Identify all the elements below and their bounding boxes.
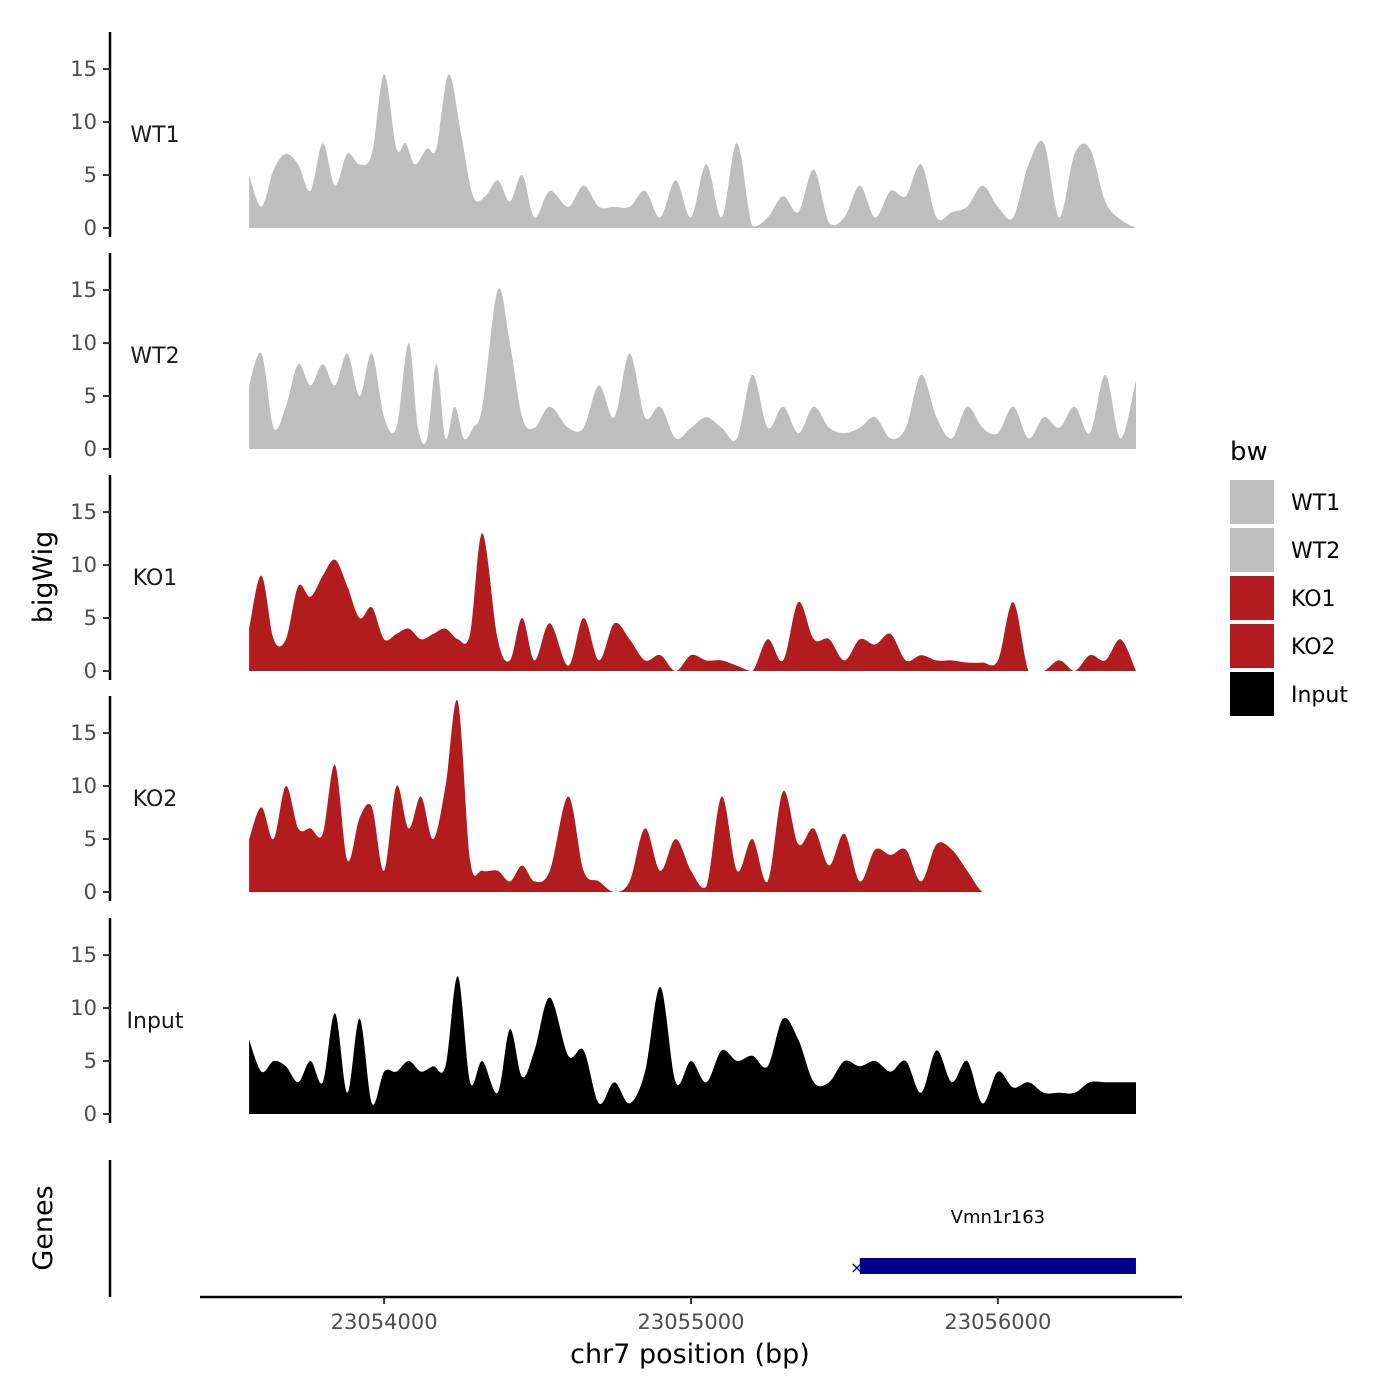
y-tick-label: 5	[84, 163, 97, 187]
y-tick-label: 15	[70, 57, 97, 81]
legend-swatch	[1230, 672, 1274, 716]
track-label: WT1	[130, 123, 179, 148]
track-label: Input	[127, 1009, 184, 1034]
legend-swatch	[1230, 576, 1274, 620]
y-tick-label: 0	[84, 437, 97, 461]
genes-axis-title: Genes	[28, 1185, 59, 1270]
legend-label: Input	[1291, 683, 1348, 708]
legend-item-wt1: WT1	[1230, 480, 1340, 524]
gene-body	[859, 1258, 1136, 1274]
track-area-wt2	[249, 288, 1137, 449]
y-axis-title: bigWig	[28, 531, 59, 624]
y-tick-label: 10	[70, 110, 97, 134]
y-tick-label: 5	[84, 384, 97, 408]
y-tick-label: 0	[84, 1102, 97, 1126]
legend-item-ko2: KO2	[1230, 624, 1336, 668]
y-tick-label: 5	[84, 1049, 97, 1073]
y-tick-label: 15	[70, 721, 97, 745]
y-tick-label: 15	[70, 500, 97, 524]
track-input: 0 5 10 15 Input	[70, 918, 1137, 1126]
x-axis-title: chr7 position (bp)	[570, 1339, 810, 1370]
legend: bw WT1 WT2 KO1 KO2 Input	[1230, 437, 1348, 716]
legend-swatch	[1230, 528, 1274, 572]
track-label: WT2	[130, 344, 179, 369]
legend-item-ko1: KO1	[1230, 576, 1336, 620]
gene-label: Vmn1r163	[951, 1207, 1045, 1228]
y-tick-label: 0	[84, 216, 97, 240]
y-tick-label: 10	[70, 553, 97, 577]
y-tick-label: 10	[70, 331, 97, 355]
track-ko2: 0 5 10 15 KO2	[70, 696, 1137, 904]
y-tick-label: 5	[84, 606, 97, 630]
y-tick-label: 5	[84, 827, 97, 851]
y-tick-label: 0	[84, 659, 97, 683]
track-area-input	[249, 976, 1137, 1114]
x-tick-label: 23056000	[944, 1310, 1051, 1334]
y-tick-label: 10	[70, 996, 97, 1020]
legend-item-input: Input	[1230, 672, 1348, 716]
y-tick-label: 15	[70, 943, 97, 967]
legend-entries: WT1 WT2 KO1 KO2 Input	[1230, 480, 1348, 716]
legend-swatch	[1230, 624, 1274, 668]
legend-title: bw	[1230, 437, 1268, 467]
track-area-ko2	[249, 699, 1137, 892]
legend-item-wt2: WT2	[1230, 528, 1340, 572]
track-panels: 0 5 10 15 WT1 0 5 10 15 WT2 0 5 10 15 KO1 0 5 10 15 KO2 0 5 10…	[70, 32, 1137, 1126]
legend-label: WT1	[1291, 491, 1340, 516]
y-tick-label: 15	[70, 278, 97, 302]
track-label: KO2	[133, 787, 178, 812]
track-ko1: 0 5 10 15 KO1	[70, 475, 1137, 683]
x-tick-label: 23054000	[331, 1310, 438, 1334]
legend-label: KO2	[1291, 635, 1336, 660]
y-tick-label: 10	[70, 774, 97, 798]
track-label: KO1	[133, 566, 178, 591]
y-tick-label: 0	[84, 880, 97, 904]
legend-label: WT2	[1291, 539, 1340, 564]
gene-strand-marker: ×	[850, 1258, 863, 1277]
track-area-ko1	[249, 533, 1137, 671]
x-tick-label: 23055000	[638, 1310, 745, 1334]
track-wt2: 0 5 10 15 WT2	[70, 253, 1137, 461]
x-axis: 23054000 23055000 23056000	[200, 1295, 1182, 1334]
track-area-wt1	[249, 74, 1137, 229]
track-wt1: 0 5 10 15 WT1	[70, 32, 1137, 240]
legend-swatch	[1230, 480, 1274, 524]
legend-label: KO1	[1291, 587, 1336, 612]
gene-vmn1r163: × Vmn1r163	[850, 1207, 1136, 1277]
genes-panel: × Vmn1r163	[108, 1160, 1136, 1297]
